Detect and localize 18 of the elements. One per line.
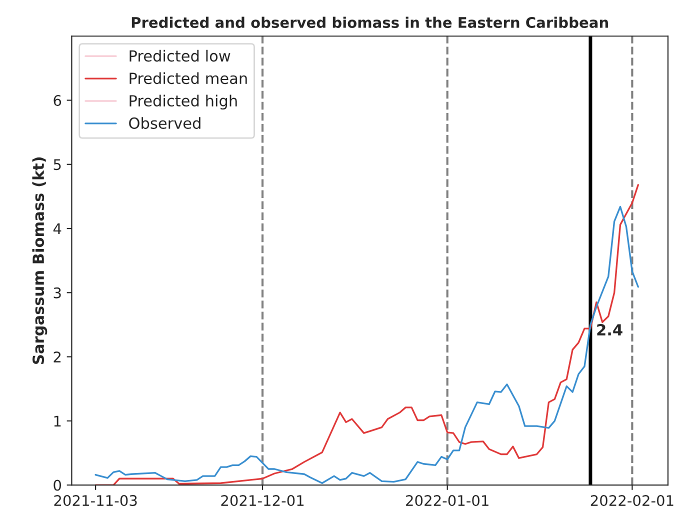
y-tick-label: 0 — [54, 480, 62, 491]
legend-label: Observed — [129, 117, 200, 129]
legend-label: Predicted high — [130, 94, 237, 110]
y-tick-label: 4 — [53, 223, 62, 234]
legend-label: Predicted mean — [130, 72, 247, 84]
annotation: 2.4 — [597, 324, 622, 336]
y-tick-label: 2 — [54, 351, 61, 362]
x-tick-label: 2022-01-01 — [406, 495, 488, 506]
chart-title: Predicted and observed biomass in the Eastern Caribbean — [132, 16, 608, 28]
y-tick-label: 1 — [54, 416, 61, 426]
y-axis-title: Sargassum Biomass (kt) — [32, 157, 48, 364]
x-tick-label: 2022-02-01 — [590, 495, 674, 506]
y-tick-label: 5 — [54, 159, 61, 170]
y-tick-label: 3 — [54, 287, 61, 298]
legend-label: Predicted low — [130, 50, 230, 62]
x-tick-label: 2021-12-01 — [221, 495, 304, 506]
y-tick-label: 6 — [54, 94, 62, 106]
x-tick-label: 2021-11-03 — [54, 495, 137, 506]
